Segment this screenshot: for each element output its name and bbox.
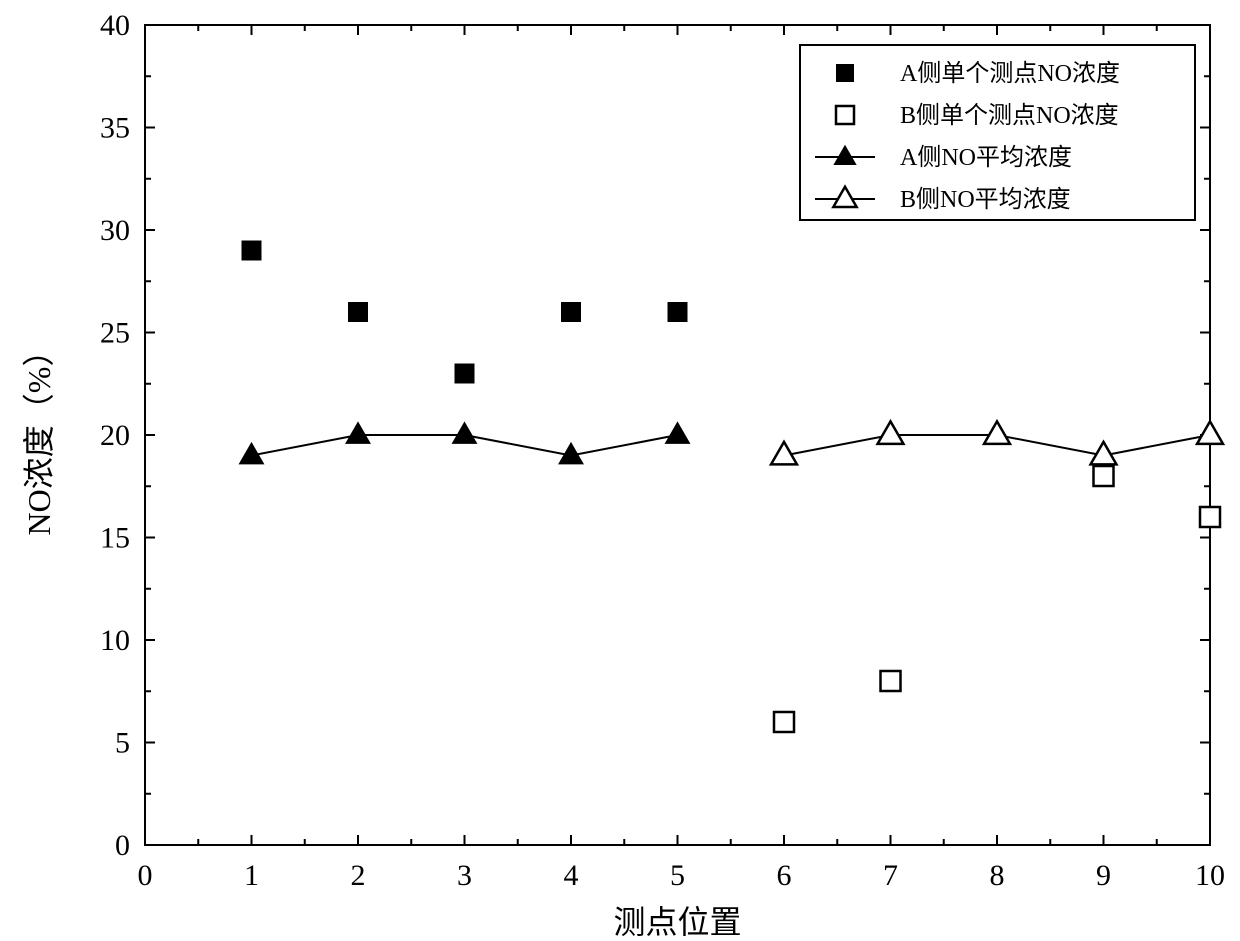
y-tick-label: 15 [100, 522, 130, 555]
data-point [561, 302, 581, 322]
data-point [455, 364, 475, 384]
y-tick-label: 40 [100, 9, 130, 42]
series-a_avg [239, 421, 691, 464]
y-tick-label: 30 [100, 214, 130, 247]
data-point [665, 421, 691, 444]
data-point [452, 421, 478, 444]
data-point [878, 421, 904, 444]
series-b_single [774, 200, 1220, 733]
data-point [242, 241, 262, 261]
y-tick-label: 20 [100, 419, 130, 452]
x-tick-label: 3 [457, 859, 472, 892]
x-tick-label: 4 [564, 859, 579, 892]
x-tick-label: 8 [990, 859, 1005, 892]
x-axis-label: 测点位置 [613, 904, 741, 940]
x-tick-label: 1 [244, 859, 259, 892]
series-a_single [242, 241, 688, 384]
data-point [348, 302, 368, 322]
data-point [1197, 421, 1223, 444]
no-concentration-chart: 0 1 2 3 4 5 6 7 8 9 10 0 5 10 15 20 25 30 35 40 测点位置 NO浓度（%） A… [0, 0, 1240, 941]
legend-label: B侧NO平均浓度 [900, 186, 1071, 213]
data-point [984, 421, 1010, 444]
x-tick-label: 7 [883, 859, 898, 892]
legend-marker [836, 106, 854, 124]
data-point [1094, 466, 1114, 486]
y-tick-label: 25 [100, 317, 130, 350]
x-tick-label: 2 [351, 859, 366, 892]
x-tick-label: 10 [1195, 859, 1225, 892]
y-tick-label: 5 [115, 727, 130, 760]
x-tick-label: 9 [1096, 859, 1111, 892]
legend: A侧单个测点NO浓度 B侧单个测点NO浓度 A侧NO平均浓度 B侧NO平均浓度 [800, 45, 1195, 220]
x-tick-label: 6 [777, 859, 792, 892]
x-tick-label: 5 [670, 859, 685, 892]
y-axis-label: NO浓度（%） [21, 335, 57, 536]
y-tick-label: 10 [100, 624, 130, 657]
data-point [881, 671, 901, 691]
legend-label: A侧单个测点NO浓度 [900, 60, 1120, 87]
series-b_avg [771, 421, 1223, 464]
data-point [1200, 507, 1220, 527]
data-point [345, 421, 371, 444]
x-tick-label: 0 [138, 859, 153, 892]
y-tick-label: 0 [115, 829, 130, 862]
data-point [774, 712, 794, 732]
data-point [668, 302, 688, 322]
legend-label: A侧NO平均浓度 [900, 144, 1072, 171]
chart-container: 0 1 2 3 4 5 6 7 8 9 10 0 5 10 15 20 25 30 35 40 测点位置 NO浓度（%） A… [0, 0, 1240, 941]
legend-marker [836, 64, 854, 82]
legend-label: B侧单个测点NO浓度 [900, 102, 1119, 129]
y-tick-label: 35 [100, 112, 130, 145]
